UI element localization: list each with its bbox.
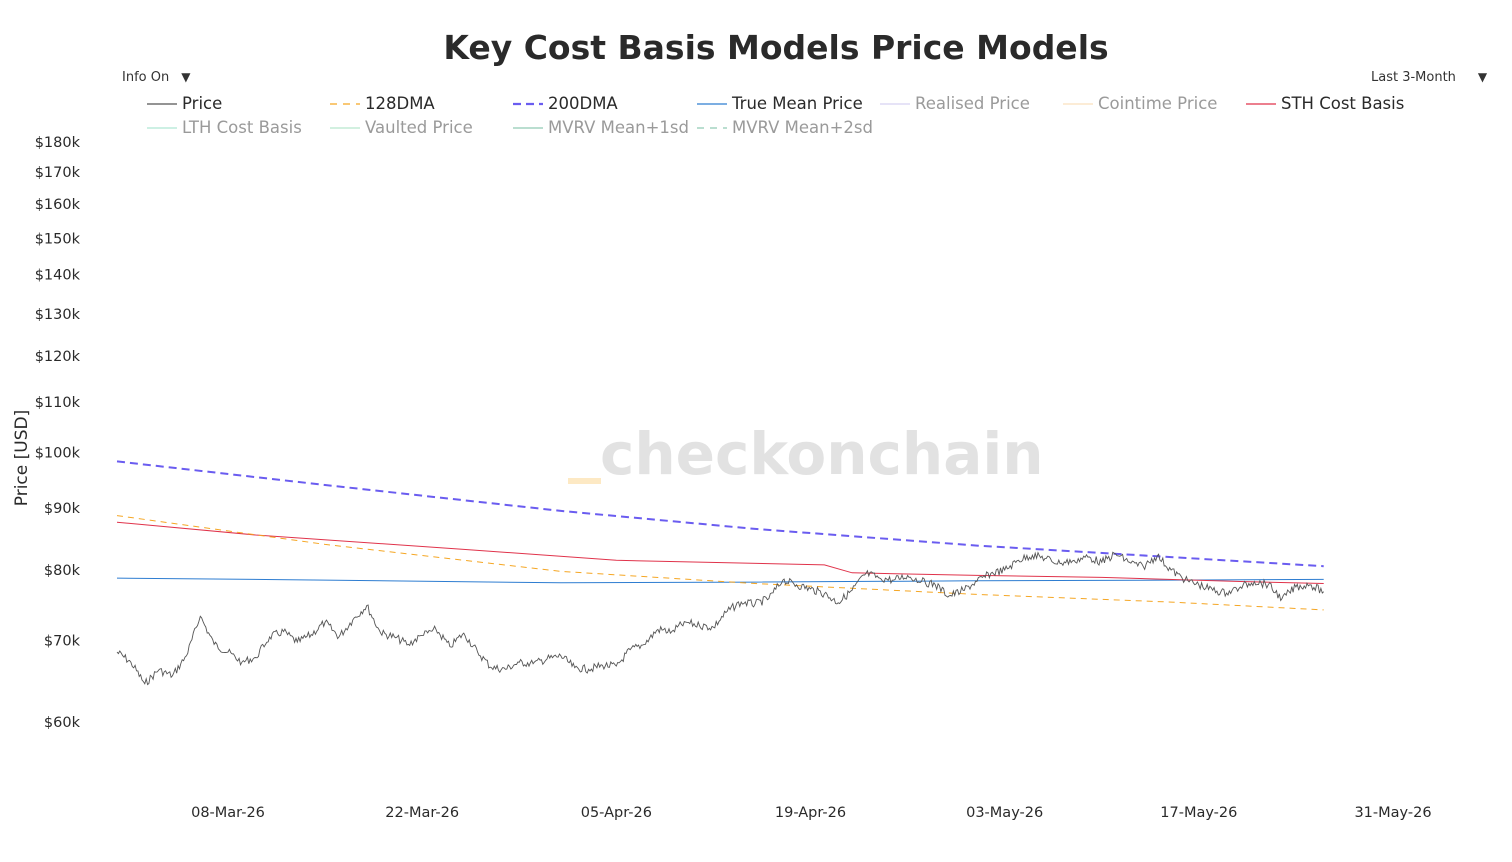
info-toggle-dropdown[interactable]: Info On ▼ — [122, 70, 190, 85]
y-tick-label: $60k — [44, 715, 81, 731]
watermark-underscore — [568, 478, 601, 484]
x-tick-label: 08-Mar-26 — [191, 805, 265, 821]
y-tick-label: $110k — [35, 395, 81, 411]
legend-swatch — [147, 103, 177, 105]
y-tick-label: $170k — [35, 165, 81, 181]
legend-label: 200DMA — [548, 94, 618, 113]
series-line-true-mean-price — [116, 577, 1324, 584]
x-tick-label: 31-May-26 — [1354, 805, 1431, 821]
legend-swatch — [330, 103, 360, 105]
legend-label: Realised Price — [915, 94, 1030, 113]
legend-swatch — [330, 127, 360, 129]
series-line-sth-cost-basis — [116, 521, 1324, 584]
info-toggle-label: Info On — [122, 70, 170, 85]
chevron-down-icon: ▼ — [181, 70, 191, 84]
series-line-200dma — [116, 460, 1324, 568]
x-tick-label: 03-May-26 — [966, 805, 1043, 821]
legend-label: MVRV Mean+1sd — [548, 118, 689, 137]
legend-swatch — [697, 127, 727, 129]
x-axis-ticks: 08-Mar-26 22-Mar-26 05-Apr-26 19-Apr-26 03-M… — [191, 805, 1431, 821]
y-tick-label: $80k — [44, 563, 81, 579]
legend-swatch — [513, 127, 543, 129]
legend-label: 128DMA — [365, 94, 435, 113]
y-tick-label: $100k — [35, 445, 81, 461]
y-tick-label: $70k — [44, 634, 81, 650]
chart-title: Key Cost Basis Models Price Models — [443, 28, 1109, 67]
series-line-128dma — [116, 515, 1324, 611]
x-tick-label: 05-Apr-26 — [581, 805, 652, 821]
time-range-dropdown[interactable]: Last 3-Month ▼ — [1371, 70, 1487, 85]
legend-swatch — [513, 102, 543, 106]
y-axis-label: Price [USD] — [12, 410, 32, 506]
y-tick-label: $140k — [35, 268, 81, 284]
series-line-price — [116, 551, 1325, 686]
legend-swatch — [147, 127, 177, 129]
y-tick-label: $180k — [35, 135, 81, 151]
time-range-label: Last 3-Month — [1371, 70, 1456, 85]
x-tick-label: 17-May-26 — [1160, 805, 1237, 821]
legend-swatch — [880, 103, 910, 105]
y-tick-label: $160k — [35, 197, 81, 213]
legend-label: STH Cost Basis — [1281, 94, 1405, 113]
y-tick-label: $130k — [35, 307, 81, 323]
legend-label: Cointime Price — [1098, 94, 1218, 113]
y-tick-label: $90k — [44, 501, 81, 517]
y-axis-ticks: $60k $70k $80k $90k $100k $110k $120k $130k $140… — [35, 135, 81, 731]
legend-label: MVRV Mean+2sd — [732, 118, 873, 137]
y-tick-label: $120k — [35, 349, 81, 365]
chevron-down-icon: ▼ — [1477, 70, 1488, 84]
legend-label: Price — [182, 94, 223, 113]
y-tick-label: $150k — [35, 231, 81, 247]
legend-swatch — [1246, 103, 1276, 105]
series-layer — [116, 460, 1325, 686]
x-tick-label: 19-Apr-26 — [775, 805, 846, 821]
legend-label: True Mean Price — [732, 94, 863, 113]
legend-swatch — [1063, 103, 1093, 105]
legend-label: LTH Cost Basis — [182, 118, 302, 137]
watermark: checkonchain — [600, 420, 1044, 488]
legend-swatch — [697, 103, 727, 105]
x-tick-label: 22-Mar-26 — [385, 805, 459, 821]
legend-label: Vaulted Price — [365, 118, 473, 137]
